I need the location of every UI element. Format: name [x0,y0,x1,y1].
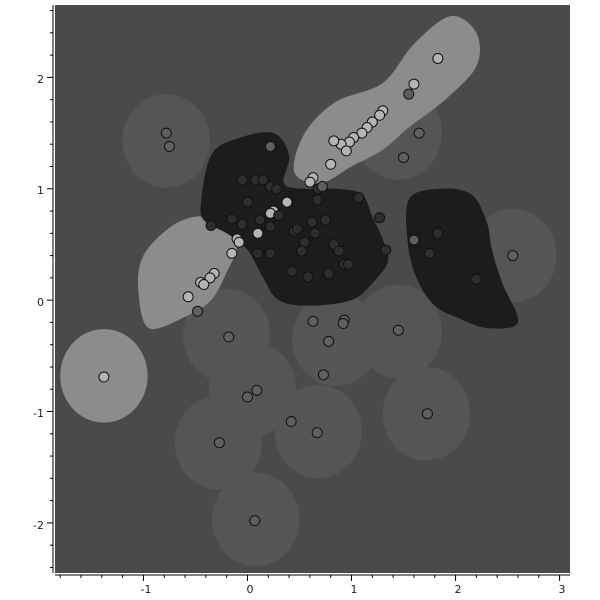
data-point-41 [236,218,248,230]
data-point-81 [251,384,263,396]
data-point-20 [264,140,276,152]
data-point-12 [328,135,340,147]
data-point-79 [98,371,110,383]
data-point-29 [281,196,293,208]
data-point-21 [236,174,248,186]
data-point-54 [296,245,308,257]
light-decision-region-1 [137,216,238,330]
data-point-39 [374,212,386,224]
data-point-59 [424,247,436,259]
data-point-0 [432,52,444,64]
influence-region-0 [122,94,211,188]
data-point-55 [380,244,392,256]
data-point-75 [337,318,349,330]
data-point-19 [163,140,175,152]
y-tick-label-0: 0 [37,296,44,309]
data-point-84 [285,416,297,428]
dark-decision-region-4 [405,188,519,329]
data-point-67 [204,272,216,284]
axes: -1 0 1 2 3 -2 -1 0 1 2 [33,5,570,596]
data-point-23 [257,174,269,186]
data-point-86 [213,437,225,449]
data-point-38 [306,216,318,228]
data-point-16 [413,127,425,139]
data-point-42 [264,221,276,233]
data-point-58 [264,247,276,259]
data-point-2 [403,88,415,100]
data-point-1 [408,78,420,90]
data-point-80 [317,369,329,381]
data-point-62 [342,258,354,270]
x-tick-label-neg1: -1 [141,583,152,596]
data-point-60 [507,250,519,262]
influence-region-9 [292,292,380,386]
x-tick-label-0: 0 [247,583,254,596]
data-point-4 [374,109,386,121]
data-point-44 [291,223,303,235]
data-point-73 [307,315,319,327]
data-point-56 [226,247,238,259]
data-point-65 [302,271,314,283]
data-points [98,52,519,527]
data-point-49 [233,236,245,248]
data-point-11 [340,145,352,157]
data-point-17 [398,152,410,164]
y-tick-label-neg2: -2 [33,519,44,532]
data-point-28 [241,196,253,208]
data-point-85 [311,427,323,439]
data-point-36 [254,214,266,226]
data-point-45 [309,227,321,239]
data-point-70 [470,273,482,285]
data-point-25 [271,183,283,195]
x-tick-label-1: 1 [351,583,358,596]
x-axis-ticks [59,575,561,581]
data-point-64 [323,267,335,279]
data-point-87 [249,515,261,527]
data-point-52 [408,234,420,246]
data-point-30 [311,194,323,206]
data-point-83 [421,408,433,420]
data-point-82 [241,391,253,403]
x-tick-label-2: 2 [455,583,462,596]
data-point-72 [192,305,204,317]
data-point-53 [333,245,345,257]
data-point-76 [392,324,404,336]
data-point-27 [316,181,328,193]
data-point-77 [223,331,235,343]
data-point-31 [353,192,365,204]
y-tick-label-2: 2 [37,73,44,86]
y-tick-label-1: 1 [37,184,44,197]
data-point-69 [198,279,210,291]
data-point-34 [273,209,285,221]
data-point-15 [304,176,316,188]
x-tick-label-3: 3 [559,583,566,596]
data-point-47 [432,227,444,239]
data-point-7 [356,127,368,139]
data-point-37 [320,214,332,226]
data-point-57 [252,247,264,259]
data-point-46 [252,227,264,239]
data-point-63 [286,265,298,277]
data-point-71 [182,291,194,303]
data-point-40 [205,220,217,232]
data-point-13 [325,158,337,170]
data-point-18 [160,127,172,139]
y-tick-label-neg1: -1 [33,407,44,420]
data-point-78 [323,335,335,347]
y-axis-ticks [47,10,53,568]
data-point-35 [226,213,238,225]
